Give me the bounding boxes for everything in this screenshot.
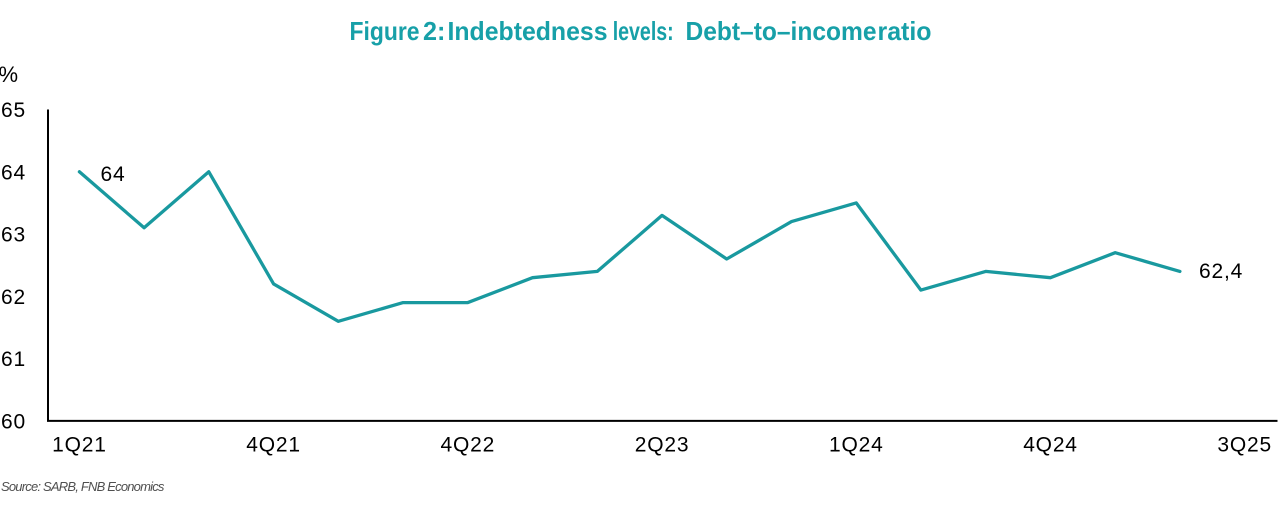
svg-text:4Q24: 4Q24	[1023, 434, 1078, 457]
svg-text:65: 65	[1, 99, 26, 122]
svg-text:4Q21: 4Q21	[246, 434, 301, 457]
svg-text:Figure: Figure	[350, 16, 420, 46]
svg-text:3Q25: 3Q25	[1217, 434, 1272, 457]
svg-text:63: 63	[1, 224, 26, 247]
svg-text:levels:: levels:	[613, 16, 674, 46]
svg-text:62: 62	[1, 286, 26, 309]
svg-text:4Q22: 4Q22	[441, 434, 496, 457]
svg-text:ratio: ratio	[878, 16, 932, 46]
svg-text:2Q23: 2Q23	[635, 434, 690, 457]
svg-text:1Q24: 1Q24	[829, 434, 884, 457]
svg-text:Debt–to–income: Debt–to–income	[686, 16, 877, 46]
svg-text:%: %	[0, 62, 18, 87]
svg-text:2:: 2:	[423, 16, 445, 46]
svg-text:62,4: 62,4	[1199, 260, 1243, 283]
svg-text:60: 60	[1, 411, 26, 434]
svg-text:61: 61	[1, 348, 26, 371]
svg-text:64: 64	[1, 161, 26, 184]
svg-text:64: 64	[101, 163, 126, 186]
svg-text:Source: SARB, FNB Economics: Source: SARB, FNB Economics	[1, 479, 165, 494]
svg-text:Indebtedness: Indebtedness	[448, 16, 608, 46]
svg-text:1Q21: 1Q21	[52, 434, 107, 457]
